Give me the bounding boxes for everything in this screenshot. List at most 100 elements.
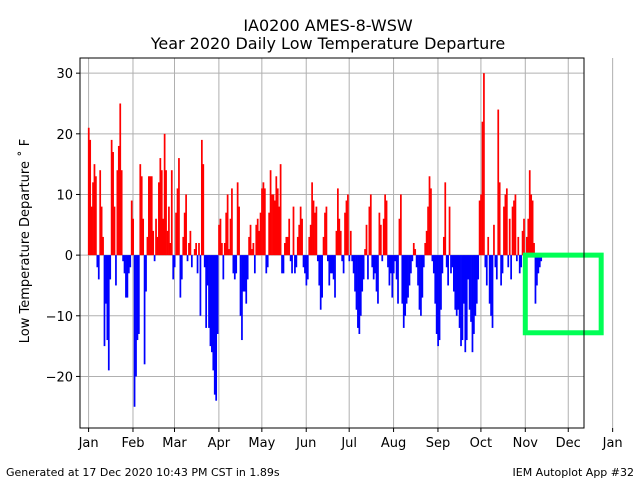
bar-day: [467, 255, 470, 280]
bar-day: [168, 206, 170, 256]
bar-day: [299, 206, 302, 256]
bar-day: [278, 206, 281, 256]
bar-day: [388, 255, 391, 286]
bar-day: [182, 236, 185, 256]
bar-day: [411, 255, 414, 262]
bar-day: [229, 218, 232, 256]
bar-day: [113, 206, 116, 256]
bar-day: [326, 255, 329, 262]
highlight-box: [522, 252, 604, 336]
bar-day: [432, 255, 435, 274]
bar-day: [142, 218, 145, 256]
bar-day: [158, 182, 160, 256]
bar-day: [215, 255, 218, 401]
bar-day: [228, 249, 230, 256]
bar-day: [355, 255, 358, 310]
bar-day: [304, 255, 306, 274]
bar-day: [485, 255, 488, 286]
bar-day: [160, 170, 163, 256]
bar-day: [107, 255, 110, 371]
bar-day: [221, 243, 223, 256]
bar-day: [515, 255, 518, 262]
bar-day: [358, 255, 361, 334]
bar-day: [209, 255, 212, 347]
bar-day: [90, 206, 93, 256]
bar-day: [342, 255, 345, 274]
bar-day: [256, 218, 259, 256]
bar-day: [213, 255, 216, 395]
bar-day: [465, 255, 468, 341]
bar-day: [312, 200, 315, 256]
bar-day: [497, 109, 500, 256]
bar-day: [116, 170, 119, 256]
bar-day: [87, 127, 90, 256]
bar-day: [460, 255, 462, 347]
bar-day: [173, 255, 176, 268]
bar-day: [537, 255, 540, 274]
bar-day: [488, 255, 491, 304]
bar-day: [364, 249, 366, 256]
bar-day: [279, 164, 282, 256]
bar-day: [189, 230, 192, 256]
bar-day: [100, 206, 103, 256]
bar-day: [538, 255, 541, 268]
bar-day: [259, 212, 262, 256]
bar-day: [365, 224, 368, 256]
bar-day: [183, 212, 186, 256]
bar-day: [248, 236, 250, 256]
bar-day: [331, 255, 334, 274]
x-tick-label: Sep: [426, 436, 451, 451]
footer-generated: Generated at 17 Dec 2020 10:43 PM CST in…: [6, 466, 280, 479]
bar-day: [282, 255, 285, 274]
bar-day: [295, 255, 298, 268]
bar-day: [115, 255, 117, 286]
y-axis-label: Low Temperature Departure ˚ F: [17, 139, 33, 343]
bar-day: [140, 176, 143, 256]
bar-day: [468, 255, 471, 310]
bar-day: [253, 255, 256, 274]
bar-day: [112, 152, 114, 256]
bar-day: [243, 255, 246, 292]
bar-day: [200, 139, 203, 256]
bar-day: [203, 255, 206, 268]
bar-day: [328, 255, 331, 286]
bar-day: [123, 255, 126, 274]
bar-day: [223, 243, 226, 256]
bar-day: [481, 121, 484, 256]
bar-day: [292, 206, 295, 256]
bar-day: [404, 255, 407, 316]
bar-day: [405, 255, 408, 304]
bar-day: [332, 255, 335, 280]
y-tick-label: −10: [46, 310, 73, 325]
bar-day: [249, 224, 252, 256]
bar-day: [484, 255, 487, 268]
bar-day: [105, 255, 107, 304]
bar-day: [503, 206, 505, 256]
bar-day: [276, 188, 279, 256]
bar-day: [507, 255, 510, 268]
bar-day: [139, 164, 142, 256]
bar-day: [344, 212, 346, 256]
y-tick-label: 20: [56, 128, 73, 143]
bar-day: [520, 255, 523, 268]
bar-day: [428, 176, 431, 256]
bar-day: [451, 255, 454, 268]
bar-day: [296, 236, 299, 256]
bar-day: [540, 255, 543, 262]
bar-day: [513, 200, 515, 256]
bar-day: [180, 255, 183, 280]
bar-day: [291, 255, 293, 274]
bar-day: [232, 255, 235, 274]
bar-day: [444, 182, 447, 256]
bar-day: [165, 170, 167, 256]
bar-day: [186, 255, 189, 262]
bar-day: [137, 255, 140, 334]
bar-day: [176, 188, 179, 256]
chart-title: IA0200 AMES-8-WSW: [243, 16, 413, 35]
bar-day: [120, 170, 123, 256]
bar-day: [110, 139, 113, 256]
bar-day: [477, 255, 480, 280]
bar-day: [315, 206, 318, 256]
bar-day: [269, 170, 272, 256]
bar-day: [152, 230, 155, 256]
